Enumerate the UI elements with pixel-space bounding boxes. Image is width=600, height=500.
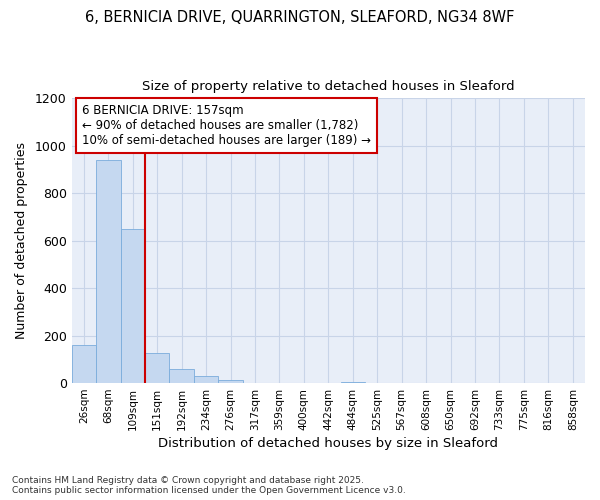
Text: 6 BERNICIA DRIVE: 157sqm
← 90% of detached houses are smaller (1,782)
10% of sem: 6 BERNICIA DRIVE: 157sqm ← 90% of detach… xyxy=(82,104,371,147)
Bar xyxy=(96,160,121,383)
Bar xyxy=(194,376,218,383)
Text: Contains HM Land Registry data © Crown copyright and database right 2025.
Contai: Contains HM Land Registry data © Crown c… xyxy=(12,476,406,495)
Text: 6, BERNICIA DRIVE, QUARRINGTON, SLEAFORD, NG34 8WF: 6, BERNICIA DRIVE, QUARRINGTON, SLEAFORD… xyxy=(85,10,515,25)
Bar xyxy=(71,345,96,383)
Bar xyxy=(341,382,365,383)
Bar xyxy=(145,354,169,383)
Title: Size of property relative to detached houses in Sleaford: Size of property relative to detached ho… xyxy=(142,80,515,93)
X-axis label: Distribution of detached houses by size in Sleaford: Distribution of detached houses by size … xyxy=(158,437,499,450)
Bar xyxy=(218,380,243,383)
Bar xyxy=(169,369,194,383)
Y-axis label: Number of detached properties: Number of detached properties xyxy=(15,142,28,339)
Bar xyxy=(121,229,145,383)
